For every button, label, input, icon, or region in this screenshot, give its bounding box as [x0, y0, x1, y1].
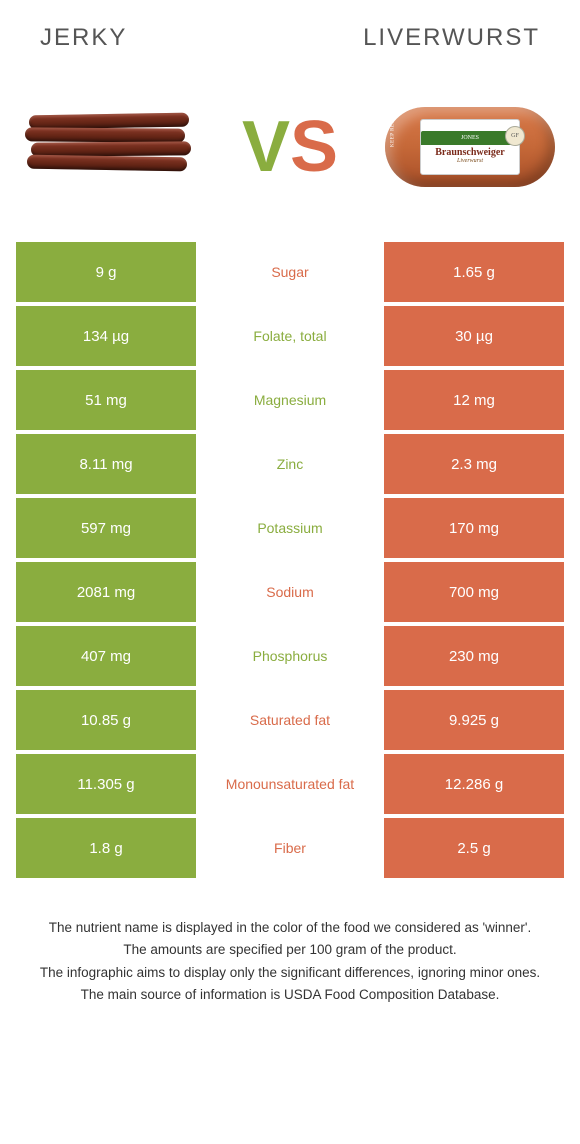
jerky-image	[20, 92, 200, 202]
table-row: 11.305 gMonounsaturated fat12.286 g	[16, 754, 564, 814]
table-row: 2081 mgSodium700 mg	[16, 562, 564, 622]
left-value: 134 µg	[16, 306, 196, 366]
right-food-title: LIVERWURST	[363, 24, 540, 52]
table-row: 9 gSugar1.65 g	[16, 242, 564, 302]
left-value: 1.8 g	[16, 818, 196, 878]
nutrient-name: Magnesium	[196, 370, 384, 430]
nutrient-name: Folate, total	[196, 306, 384, 366]
left-value: 8.11 mg	[16, 434, 196, 494]
nutrient-name: Saturated fat	[196, 690, 384, 750]
nutrient-name: Sugar	[196, 242, 384, 302]
vs-v: V	[242, 107, 290, 187]
left-value: 9 g	[16, 242, 196, 302]
liverwurst-label: JONES Braunschweiger Liverwurst GF	[420, 119, 520, 175]
images-row: VS KEEP REFRIGERATED JONES Braunschweige…	[0, 62, 580, 242]
table-row: 1.8 gFiber2.5 g	[16, 818, 564, 878]
footer-notes: The nutrient name is displayed in the co…	[0, 882, 580, 1005]
footer-line-4: The main source of information is USDA F…	[28, 985, 552, 1005]
table-row: 51 mgMagnesium12 mg	[16, 370, 564, 430]
right-value: 30 µg	[384, 306, 564, 366]
table-row: 134 µgFolate, total30 µg	[16, 306, 564, 366]
keep-refrigerated-text: KEEP REFRIGERATED	[391, 88, 396, 147]
right-value: 12.286 g	[384, 754, 564, 814]
nutrient-name: Potassium	[196, 498, 384, 558]
label-brand-main: Braunschweiger	[435, 147, 504, 158]
table-row: 10.85 gSaturated fat9.925 g	[16, 690, 564, 750]
right-value: 12 mg	[384, 370, 564, 430]
left-value: 597 mg	[16, 498, 196, 558]
nutrient-name: Monounsaturated fat	[196, 754, 384, 814]
liverwurst-image: KEEP REFRIGERATED JONES Braunschweiger L…	[380, 92, 560, 202]
table-row: 407 mgPhosphorus230 mg	[16, 626, 564, 686]
footer-line-2: The amounts are specified per 100 gram o…	[28, 940, 552, 960]
table-row: 8.11 mgZinc2.3 mg	[16, 434, 564, 494]
footer-line-1: The nutrient name is displayed in the co…	[28, 918, 552, 938]
right-value: 2.5 g	[384, 818, 564, 878]
table-row: 597 mgPotassium170 mg	[16, 498, 564, 558]
nutrient-name: Phosphorus	[196, 626, 384, 686]
header: JERKY LIVERWURST	[0, 0, 580, 62]
left-value: 51 mg	[16, 370, 196, 430]
comparison-table: 9 gSugar1.65 g134 µgFolate, total30 µg51…	[0, 242, 580, 878]
right-value: 1.65 g	[384, 242, 564, 302]
nutrient-name: Zinc	[196, 434, 384, 494]
left-value: 407 mg	[16, 626, 196, 686]
right-value: 230 mg	[384, 626, 564, 686]
right-value: 170 mg	[384, 498, 564, 558]
right-value: 9.925 g	[384, 690, 564, 750]
vs-s: S	[290, 107, 338, 187]
footer-line-3: The infographic aims to display only the…	[28, 963, 552, 983]
nutrient-name: Sodium	[196, 562, 384, 622]
nutrient-name: Fiber	[196, 818, 384, 878]
vs-label: VS	[242, 106, 338, 188]
left-value: 10.85 g	[16, 690, 196, 750]
left-value: 11.305 g	[16, 754, 196, 814]
left-value: 2081 mg	[16, 562, 196, 622]
right-value: 2.3 mg	[384, 434, 564, 494]
gluten-free-badge: GF	[505, 126, 525, 146]
left-food-title: JERKY	[40, 24, 127, 52]
label-sub: Liverwurst	[457, 158, 483, 164]
right-value: 700 mg	[384, 562, 564, 622]
